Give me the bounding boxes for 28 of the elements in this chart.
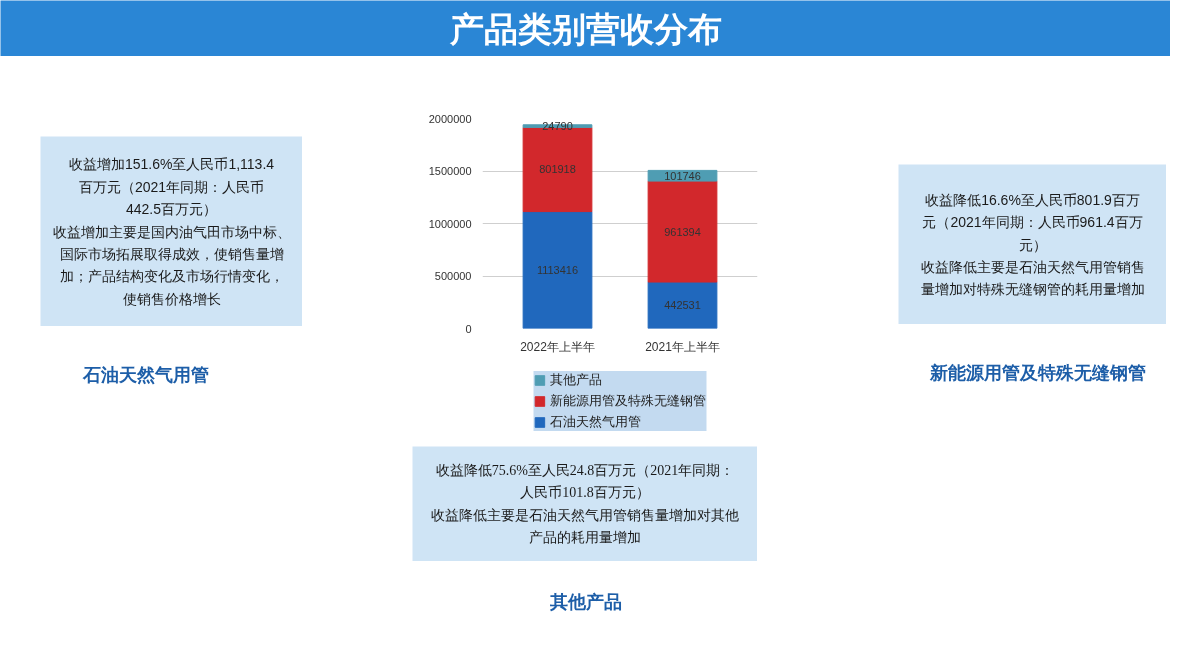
data-label: 801918 <box>539 163 576 176</box>
text: 新能源用管及特殊无缝钢管 <box>928 362 1146 383</box>
data-label: 442531 <box>664 299 701 312</box>
text: 其他产品 <box>548 591 622 612</box>
legend-label: 新能源用管及特殊无缝钢管 <box>550 392 706 410</box>
y-tick-label: 1500000 <box>428 165 472 177</box>
bar <box>522 211 593 329</box>
data-label: 101746 <box>664 169 701 182</box>
x-tick-label: 2022年上半年 <box>520 339 595 354</box>
legend-label: 石油天然气用管 <box>550 413 641 431</box>
y-tick-label: 2000000 <box>428 112 472 125</box>
text: 收益增加151.6%至人民币1,113.4百万元（2021年同期：人民币442.5百万元） <box>68 156 275 218</box>
y-tick-label: 0 <box>465 322 472 335</box>
data-label: 1113416 <box>536 264 579 277</box>
y-tick-label: 500000 <box>434 270 472 282</box>
text: 石油天然气用管 <box>81 364 209 385</box>
text: 收益降低16.6%至人民币801.9百万元（2021年同期：人民币961.4百万元） <box>922 191 1143 253</box>
chart-title: 产品类别营收分布 <box>448 9 722 48</box>
data-label: 961394 <box>664 225 701 238</box>
legend-label: 其他产品 <box>550 371 602 389</box>
text: 收益增加主要是国内油气田市场中标、国际市场拓展取得成效，使销售量增加；产品结构变化及市场行情变化，使销售价格增长 <box>52 223 291 307</box>
y-tick-label: 1000000 <box>428 217 472 230</box>
x-tick-label: 2021年上半年 <box>645 339 720 354</box>
text: 收益降低主要是石油天然气用管销售量增加对特殊无缝钢管的耗用量增加 <box>920 258 1145 298</box>
text: 收益降低主要是石油天然气用管销售量增加对其他产品的耗用量增加 <box>431 507 739 546</box>
text: 收益降低75.6%至人民24.8百万元（2021年同期：人民币101.8百万元） <box>435 462 735 501</box>
bar <box>647 180 718 283</box>
bar <box>647 281 718 329</box>
